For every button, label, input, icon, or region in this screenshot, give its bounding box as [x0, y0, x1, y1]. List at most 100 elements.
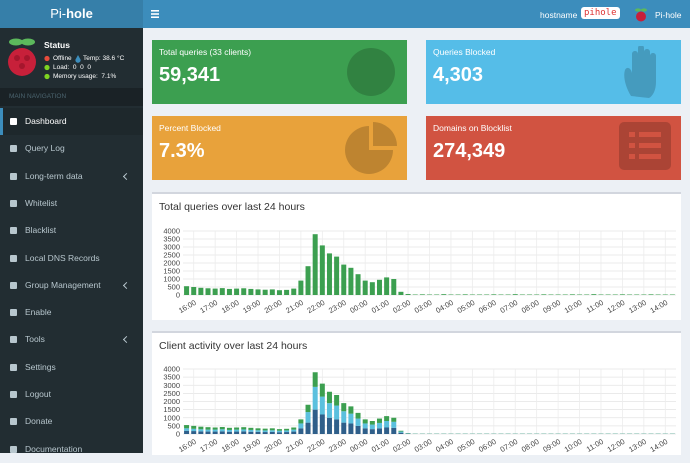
x-tick-label: 23:00 [327, 298, 348, 315]
bar-segment [348, 423, 353, 434]
x-tick-label: 07:00 [498, 437, 519, 454]
bar [191, 287, 196, 295]
bar [220, 288, 225, 295]
bar [620, 294, 625, 295]
nav-item[interactable]: Enable [0, 299, 143, 326]
bar [391, 279, 396, 295]
y-tick-label: 1500 [163, 405, 180, 414]
bar [277, 290, 282, 295]
x-tick-label: 01:00 [370, 437, 391, 454]
bar-segment [256, 428, 261, 430]
nav-icon [10, 282, 17, 289]
bar [441, 294, 446, 295]
bar-segment [384, 421, 389, 428]
bar-segment [256, 430, 261, 432]
bar-segment [263, 429, 268, 431]
bar [234, 289, 239, 295]
bar-segment [191, 431, 196, 434]
bar-segment [248, 430, 253, 432]
nav-item[interactable]: Local DNS Records [0, 245, 143, 272]
y-tick-label: 3000 [163, 381, 180, 390]
stat-value: 7.3% [159, 140, 205, 163]
bar-segment [377, 423, 382, 428]
stat-value: 4,303 [433, 64, 483, 87]
nav-icon [10, 446, 17, 453]
nav-label: Local DNS Records [25, 245, 100, 272]
x-tick-label: 10:00 [563, 298, 584, 315]
nav-label: Documentation [25, 436, 82, 463]
bar-segment [341, 403, 346, 411]
bar [184, 286, 189, 295]
bar [377, 280, 382, 295]
stat-icon [345, 122, 401, 178]
bar-segment [356, 419, 361, 426]
bar-segment [298, 423, 303, 428]
x-tick-label: 20:00 [263, 437, 284, 454]
x-tick-label: 09:00 [541, 298, 562, 315]
nav-item[interactable]: Blacklist [0, 217, 143, 244]
nav-item[interactable]: Group Management [0, 272, 143, 299]
bar-segment [327, 392, 332, 403]
nav-item[interactable]: Donate [0, 408, 143, 435]
nav-item[interactable]: Documentation [0, 436, 143, 463]
bar-segment [313, 410, 318, 434]
bar [248, 289, 253, 295]
bar-segment [306, 412, 311, 423]
nav-label: Settings [25, 354, 56, 381]
nav-item[interactable]: Tools [0, 326, 143, 353]
bar-segment [284, 429, 289, 431]
bar-segment [284, 432, 289, 434]
bar-segment [370, 429, 375, 434]
bar [263, 290, 268, 295]
bar [356, 274, 361, 295]
stat-value: 59,341 [159, 64, 220, 87]
y-tick-label: 4000 [163, 365, 180, 374]
x-tick-label: 05:00 [456, 298, 477, 315]
chart-title: Client activity over last 24 hours [159, 340, 307, 352]
x-tick-label: 13:00 [627, 298, 648, 315]
x-tick-label: 18:00 [220, 298, 241, 315]
x-tick-label: 22:00 [306, 298, 327, 315]
bar [348, 268, 353, 295]
bar [341, 265, 346, 295]
bar-segment [313, 372, 318, 387]
bar [320, 245, 325, 295]
bar-segment [227, 432, 232, 434]
bar [384, 277, 389, 295]
y-tick-label: 3500 [163, 373, 180, 382]
bar-segment [198, 431, 203, 434]
bar-segment [291, 428, 296, 430]
nav-item[interactable]: Whitelist [0, 190, 143, 217]
y-tick-label: 2000 [163, 397, 180, 406]
bar [327, 253, 332, 295]
bar [363, 281, 368, 295]
bar-segment [313, 387, 318, 410]
bar-segment [184, 425, 189, 428]
x-tick-label: 16:00 [177, 437, 198, 454]
x-tick-label: 23:00 [327, 437, 348, 454]
x-tick-label: 12:00 [606, 298, 627, 315]
bar [570, 294, 575, 295]
y-tick-label: 0 [176, 430, 180, 439]
bar-segment [234, 432, 239, 434]
nav-item[interactable]: Logout [0, 381, 143, 408]
bar-segment [377, 428, 382, 434]
x-tick-label: 09:00 [541, 437, 562, 454]
x-tick-label: 17:00 [198, 298, 219, 315]
bar [406, 294, 411, 295]
bar-segment [334, 406, 339, 420]
bar-segment [391, 422, 396, 428]
y-tick-label: 2500 [163, 251, 180, 260]
bar-segment [291, 430, 296, 432]
bar [284, 290, 289, 295]
x-tick-label: 06:00 [477, 437, 498, 454]
bar [198, 288, 203, 295]
x-tick-label: 16:00 [177, 298, 198, 315]
nav-item[interactable]: Settings [0, 354, 143, 381]
bar-segment [191, 426, 196, 429]
bar-segment [213, 428, 218, 430]
x-tick-label: 02:00 [391, 298, 412, 315]
